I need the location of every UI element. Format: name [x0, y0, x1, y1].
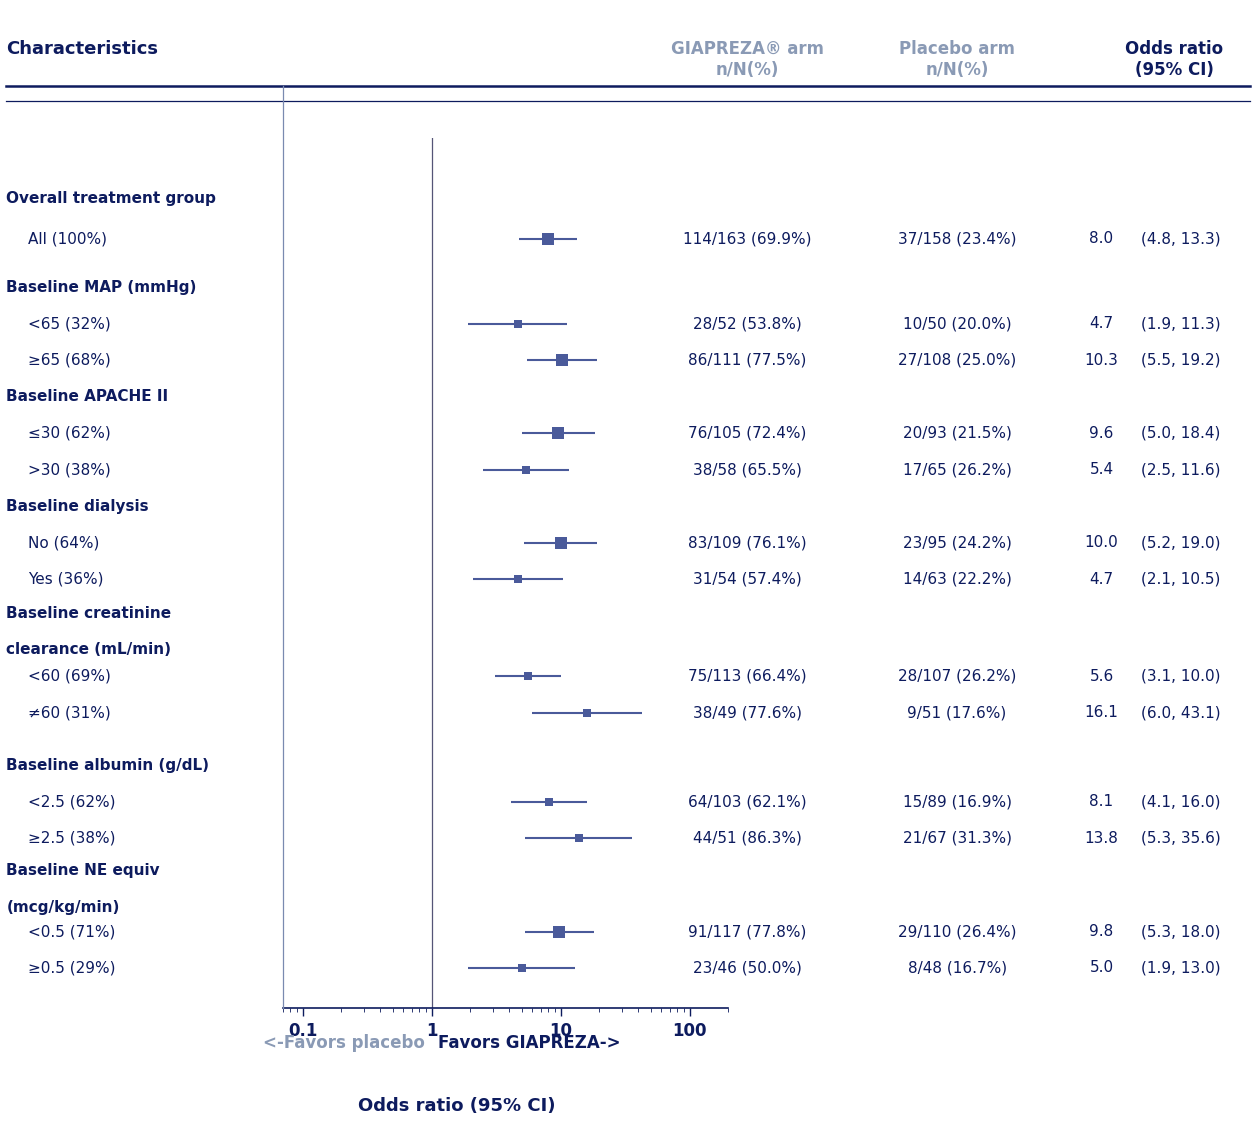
Text: 44/51 (86.3%): 44/51 (86.3%)	[693, 831, 801, 846]
Text: 4.7: 4.7	[1089, 316, 1114, 331]
Text: Baseline dialysis: Baseline dialysis	[6, 499, 149, 513]
Text: 10/50 (20.0%): 10/50 (20.0%)	[903, 316, 1011, 331]
Text: ≥2.5 (38%): ≥2.5 (38%)	[28, 831, 116, 846]
Text: Characteristics: Characteristics	[6, 40, 158, 58]
Text: (5.5, 19.2): (5.5, 19.2)	[1140, 353, 1221, 368]
Text: clearance (mL/min): clearance (mL/min)	[6, 643, 171, 658]
Text: Placebo arm
n/N(%): Placebo arm n/N(%)	[899, 40, 1015, 79]
Text: 91/117 (77.8%): 91/117 (77.8%)	[688, 924, 806, 939]
Text: 8/48 (16.7%): 8/48 (16.7%)	[908, 960, 1006, 975]
Text: 64/103 (62.1%): 64/103 (62.1%)	[688, 794, 806, 809]
Text: 38/49 (77.6%): 38/49 (77.6%)	[693, 705, 801, 720]
Text: <0.5 (71%): <0.5 (71%)	[28, 924, 116, 939]
Text: ≠60 (31%): ≠60 (31%)	[28, 705, 111, 720]
Text: 83/109 (76.1%): 83/109 (76.1%)	[688, 535, 806, 550]
Text: (3.1, 10.0): (3.1, 10.0)	[1140, 669, 1221, 684]
Text: 31/54 (57.4%): 31/54 (57.4%)	[693, 572, 801, 587]
Text: 14/63 (22.2%): 14/63 (22.2%)	[903, 572, 1011, 587]
Text: Baseline APACHE II: Baseline APACHE II	[6, 390, 168, 405]
Text: <-Favors placebo: <-Favors placebo	[264, 1034, 426, 1052]
Text: (5.3, 18.0): (5.3, 18.0)	[1140, 924, 1221, 939]
Text: Yes (36%): Yes (36%)	[28, 572, 103, 587]
Text: 5.6: 5.6	[1089, 669, 1114, 684]
Text: 10.0: 10.0	[1085, 535, 1118, 550]
Text: ≥65 (68%): ≥65 (68%)	[28, 353, 111, 368]
Text: 75/113 (66.4%): 75/113 (66.4%)	[688, 669, 806, 684]
Text: Baseline albumin (g/dL): Baseline albumin (g/dL)	[6, 758, 210, 772]
Text: (mcg/kg/min): (mcg/kg/min)	[6, 900, 119, 915]
Text: Overall treatment group: Overall treatment group	[6, 190, 216, 206]
Text: 8.1: 8.1	[1089, 794, 1114, 809]
Text: Favors GIAPREZA->: Favors GIAPREZA->	[438, 1034, 620, 1052]
Text: 4.7: 4.7	[1089, 572, 1114, 587]
Text: 29/110 (26.4%): 29/110 (26.4%)	[898, 924, 1016, 939]
Text: No (64%): No (64%)	[28, 535, 99, 550]
Text: Odds ratio (95% CI): Odds ratio (95% CI)	[358, 1097, 555, 1115]
Text: 20/93 (21.5%): 20/93 (21.5%)	[903, 426, 1011, 441]
Text: 15/89 (16.9%): 15/89 (16.9%)	[903, 794, 1011, 809]
Text: (6.0, 43.1): (6.0, 43.1)	[1140, 705, 1221, 720]
Text: 16.1: 16.1	[1085, 705, 1118, 720]
Text: Baseline creatinine: Baseline creatinine	[6, 606, 171, 621]
Text: (1.9, 11.3): (1.9, 11.3)	[1140, 316, 1221, 331]
Text: (1.9, 13.0): (1.9, 13.0)	[1140, 960, 1221, 975]
Text: 13.8: 13.8	[1085, 831, 1118, 846]
Text: (4.1, 16.0): (4.1, 16.0)	[1140, 794, 1221, 809]
Text: (4.8, 13.3): (4.8, 13.3)	[1140, 231, 1221, 246]
Text: 9/51 (17.6%): 9/51 (17.6%)	[907, 705, 1007, 720]
Text: (2.1, 10.5): (2.1, 10.5)	[1140, 572, 1221, 587]
Text: (2.5, 11.6): (2.5, 11.6)	[1140, 462, 1221, 477]
Text: 5.0: 5.0	[1089, 960, 1114, 975]
Text: GIAPREZA® arm
n/N(%): GIAPREZA® arm n/N(%)	[671, 40, 824, 79]
Text: >30 (38%): >30 (38%)	[28, 462, 111, 477]
Text: Baseline MAP (mmHg): Baseline MAP (mmHg)	[6, 280, 197, 295]
Text: 38/58 (65.5%): 38/58 (65.5%)	[693, 462, 801, 477]
Text: 5.4: 5.4	[1089, 462, 1114, 477]
Text: 10.3: 10.3	[1085, 353, 1118, 368]
Text: 28/52 (53.8%): 28/52 (53.8%)	[693, 316, 801, 331]
Text: (5.3, 35.6): (5.3, 35.6)	[1140, 831, 1221, 846]
Text: 28/107 (26.2%): 28/107 (26.2%)	[898, 669, 1016, 684]
Text: 21/67 (31.3%): 21/67 (31.3%)	[903, 831, 1011, 846]
Text: (5.0, 18.4): (5.0, 18.4)	[1140, 426, 1221, 441]
Text: 23/46 (50.0%): 23/46 (50.0%)	[693, 960, 801, 975]
Text: (5.2, 19.0): (5.2, 19.0)	[1140, 535, 1221, 550]
Text: 76/105 (72.4%): 76/105 (72.4%)	[688, 426, 806, 441]
Text: 37/158 (23.4%): 37/158 (23.4%)	[898, 231, 1016, 246]
Text: All (100%): All (100%)	[28, 231, 107, 246]
Text: Odds ratio
(95% CI): Odds ratio (95% CI)	[1125, 40, 1223, 79]
Text: ≤30 (62%): ≤30 (62%)	[28, 426, 111, 441]
Text: 9.8: 9.8	[1089, 924, 1114, 939]
Text: 114/163 (69.9%): 114/163 (69.9%)	[683, 231, 811, 246]
Text: 9.6: 9.6	[1089, 426, 1114, 441]
Text: 8.0: 8.0	[1089, 231, 1114, 246]
Text: ≥0.5 (29%): ≥0.5 (29%)	[28, 960, 116, 975]
Text: 86/111 (77.5%): 86/111 (77.5%)	[688, 353, 806, 368]
Text: 27/108 (25.0%): 27/108 (25.0%)	[898, 353, 1016, 368]
Text: <65 (32%): <65 (32%)	[28, 316, 111, 331]
Text: <2.5 (62%): <2.5 (62%)	[28, 794, 116, 809]
Text: <60 (69%): <60 (69%)	[28, 669, 111, 684]
Text: 23/95 (24.2%): 23/95 (24.2%)	[903, 535, 1011, 550]
Text: Baseline NE equiv: Baseline NE equiv	[6, 863, 160, 878]
Text: 17/65 (26.2%): 17/65 (26.2%)	[903, 462, 1011, 477]
